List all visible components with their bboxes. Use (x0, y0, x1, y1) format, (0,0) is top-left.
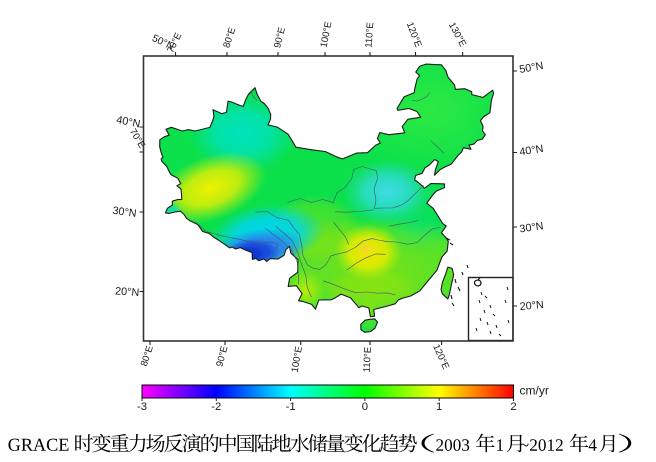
svg-text:20°N: 20°N (519, 299, 544, 313)
svg-text:2: 2 (510, 401, 516, 413)
svg-text:40°N: 40°N (519, 143, 545, 159)
svg-text:0: 0 (362, 401, 368, 413)
svg-text:100°E: 100°E (319, 21, 335, 49)
svg-text:80°E: 80°E (221, 26, 238, 49)
svg-text:100°E: 100°E (290, 346, 305, 374)
svg-text:30°N: 30°N (519, 220, 545, 235)
svg-text:1: 1 (436, 401, 442, 413)
svg-text:-2: -2 (211, 401, 221, 413)
svg-text:80°E: 80°E (139, 345, 156, 368)
svg-text:70°E: 70°E (165, 31, 184, 55)
svg-text:110°E: 110°E (364, 22, 377, 48)
svg-text:50°N: 50°N (518, 60, 544, 76)
svg-text:20°N: 20°N (115, 285, 140, 299)
svg-text:-3: -3 (137, 401, 147, 413)
svg-text:90°E: 90°E (214, 345, 230, 368)
svg-text:90°E: 90°E (272, 26, 288, 49)
svg-text:110°E: 110°E (362, 347, 374, 373)
svg-text:-1: -1 (286, 401, 296, 413)
svg-text:cm/yr: cm/yr (520, 384, 549, 398)
svg-text:30°N: 30°N (112, 205, 138, 220)
svg-text:120°E: 120°E (404, 21, 424, 49)
svg-text:40°N: 40°N (115, 114, 141, 130)
svg-text:130°E: 130°E (446, 21, 468, 49)
svg-text:120°E: 120°E (430, 343, 451, 371)
